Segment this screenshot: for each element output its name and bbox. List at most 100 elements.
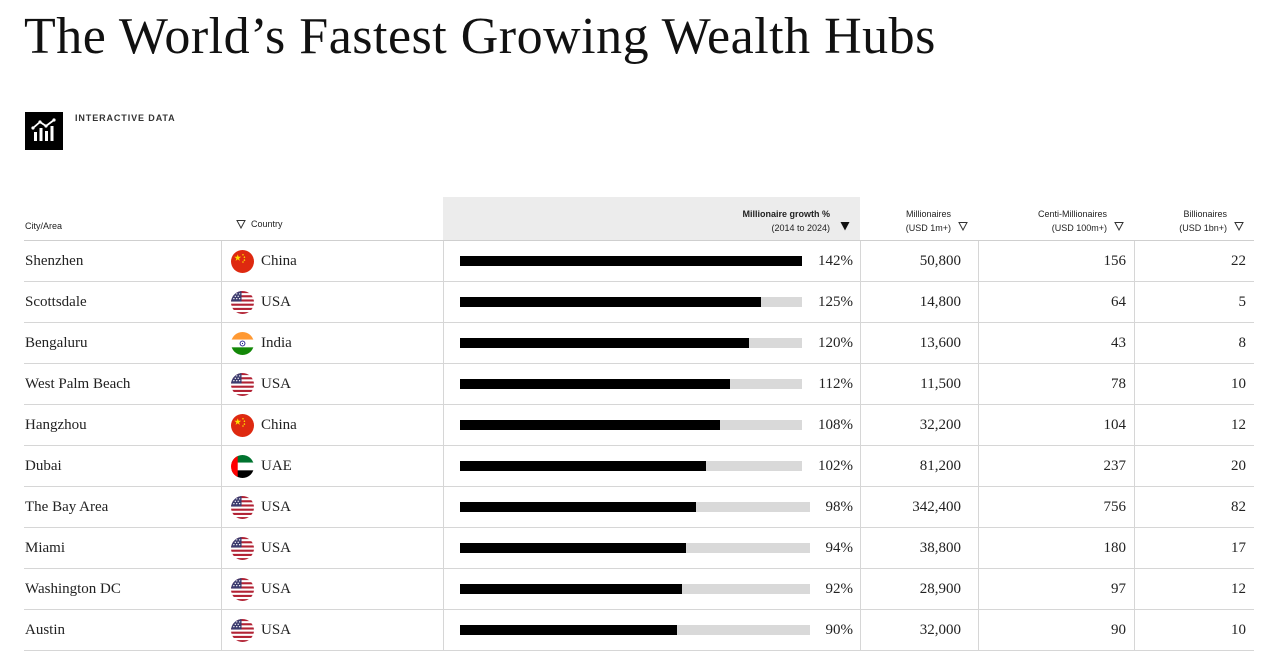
country-name: USA — [261, 375, 292, 392]
column-header-country[interactable]: Country — [221, 197, 443, 240]
table-row[interactable]: West Palm Beach USA 112% 11,500 78 10 — [24, 364, 1254, 405]
centi-millionaires-cell: 64 — [978, 282, 1134, 322]
city-name: Austin — [25, 621, 66, 638]
billionaires-value: 10 — [1231, 621, 1246, 638]
column-header-city-label: City/Area — [25, 221, 63, 231]
billionaires-cell: 5 — [1134, 282, 1254, 322]
millionaires-value: 32,200 — [919, 416, 961, 433]
country-name: USA — [261, 580, 292, 597]
billionaires-cell: 12 — [1134, 569, 1254, 609]
badge-label: INTERACTIVE DATA — [75, 113, 176, 123]
filter-triangle-icon[interactable] — [1234, 221, 1244, 231]
country-name: USA — [261, 621, 292, 638]
millionaires-cell: 32,000 — [860, 610, 978, 650]
growth-percent: 102% — [818, 457, 853, 474]
growth-cell: 90% — [443, 610, 860, 650]
column-header-billionaires-label: Billionaires — [1183, 209, 1227, 219]
billionaires-value: 22 — [1231, 252, 1246, 269]
table-row[interactable]: Dubai UAE 102% 81,200 237 20 — [24, 446, 1254, 487]
billionaires-value: 17 — [1231, 539, 1246, 556]
centi-millionaires-value: 64 — [1111, 293, 1126, 310]
table-row[interactable]: The Bay Area USA 98% 342,400 756 82 — [24, 487, 1254, 528]
column-header-centi-sublabel: (USD 100m+) — [1051, 223, 1107, 233]
column-header-billionaires[interactable]: Billionaires (USD 1bn+) — [1134, 197, 1254, 240]
column-header-country-label: Country — [251, 219, 283, 229]
centi-millionaires-value: 180 — [1103, 539, 1127, 556]
filter-triangle-icon[interactable] — [958, 221, 968, 231]
country-name: USA — [261, 293, 292, 310]
centi-millionaires-cell: 156 — [978, 241, 1134, 281]
column-header-city[interactable]: City/Area — [24, 197, 221, 240]
country-cell: USA — [221, 364, 443, 404]
growth-cell: 102% — [443, 446, 860, 486]
city-cell: West Palm Beach — [24, 364, 221, 404]
column-header-centi-millionaires[interactable]: Centi-Millionaires (USD 100m+) — [978, 197, 1134, 240]
billionaires-cell: 17 — [1134, 528, 1254, 568]
growth-bar-fill — [460, 584, 682, 594]
growth-cell: 120% — [443, 323, 860, 363]
country-cell: USA — [221, 569, 443, 609]
growth-bar-fill — [460, 338, 749, 348]
centi-millionaires-cell: 237 — [978, 446, 1134, 486]
table-row[interactable]: Bengaluru India 120% 13,600 43 8 — [24, 323, 1254, 364]
growth-cell: 108% — [443, 405, 860, 445]
table-row[interactable]: Scottsdale USA 125% 14,800 64 5 — [24, 282, 1254, 323]
city-cell: Dubai — [24, 446, 221, 486]
growth-bar-fill — [460, 502, 696, 512]
filter-triangle-icon[interactable] — [236, 219, 246, 229]
centi-millionaires-value: 43 — [1111, 334, 1126, 351]
filter-triangle-icon[interactable] — [1114, 221, 1124, 231]
growth-bar-track — [460, 338, 802, 348]
growth-bar-fill — [460, 256, 802, 266]
column-header-centi-label: Centi-Millionaires — [1037, 209, 1107, 219]
millionaires-value: 11,500 — [920, 375, 961, 392]
billionaires-value: 82 — [1231, 498, 1246, 515]
growth-bar-track — [460, 420, 802, 430]
centi-millionaires-value: 104 — [1103, 416, 1127, 433]
growth-bar-fill — [460, 625, 677, 635]
column-header-billionaires-sublabel: (USD 1bn+) — [1179, 223, 1227, 233]
country-name: UAE — [261, 457, 292, 474]
growth-bar-track — [460, 297, 802, 307]
billionaires-cell: 12 — [1134, 405, 1254, 445]
millionaires-cell: 342,400 — [860, 487, 978, 527]
city-cell: Bengaluru — [24, 323, 221, 363]
page-title: The World’s Fastest Growing Wealth Hubs — [24, 8, 936, 65]
growth-bar-fill — [460, 420, 720, 430]
centi-millionaires-value: 90 — [1111, 621, 1126, 638]
billionaires-value: 10 — [1231, 375, 1246, 392]
centi-millionaires-value: 97 — [1111, 580, 1126, 597]
usa-flag-icon — [231, 618, 254, 642]
column-header-millionaires[interactable]: Millionaires (USD 1m+) — [860, 197, 978, 240]
growth-bar-fill — [460, 543, 686, 553]
growth-cell: 125% — [443, 282, 860, 322]
millionaires-value: 14,800 — [919, 293, 961, 310]
centi-millionaires-value: 756 — [1103, 498, 1127, 515]
city-cell: Scottsdale — [24, 282, 221, 322]
table-row[interactable]: Austin USA 90% 32,000 90 10 — [24, 610, 1254, 651]
usa-flag-icon — [231, 536, 254, 560]
sort-descending-icon[interactable] — [840, 221, 850, 231]
millionaires-value: 50,800 — [919, 252, 961, 269]
centi-millionaires-value: 237 — [1103, 457, 1127, 474]
table-row[interactable]: Washington DC USA 92% 28,900 97 12 — [24, 569, 1254, 610]
billionaires-cell: 10 — [1134, 610, 1254, 650]
millionaires-cell: 50,800 — [860, 241, 978, 281]
table-header: City/Area Country Millionaire growth % (… — [24, 197, 1254, 241]
column-header-millionaires-sublabel: (USD 1m+) — [905, 223, 951, 233]
table-row[interactable]: Miami USA 94% 38,800 180 17 — [24, 528, 1254, 569]
china-flag-icon — [231, 413, 254, 437]
growth-cell: 98% — [443, 487, 860, 527]
billionaires-value: 20 — [1231, 457, 1246, 474]
city-name: Washington DC — [25, 580, 121, 597]
growth-cell: 92% — [443, 569, 860, 609]
column-header-growth[interactable]: Millionaire growth % (2014 to 2024) — [443, 197, 860, 240]
city-name: Scottsdale — [25, 293, 87, 310]
country-name: USA — [261, 498, 292, 515]
millionaires-cell: 14,800 — [860, 282, 978, 322]
city-name: Shenzhen — [25, 252, 84, 269]
growth-bar-fill — [460, 379, 730, 389]
country-name: India — [261, 334, 292, 351]
table-row[interactable]: Shenzhen China 142% 50,800 156 22 — [24, 241, 1254, 282]
table-row[interactable]: Hangzhou China 108% 32,200 104 12 — [24, 405, 1254, 446]
